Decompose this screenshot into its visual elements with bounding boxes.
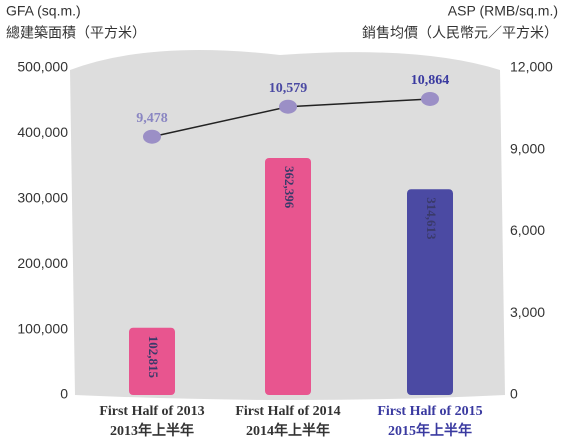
category-label: First Half of 2014 xyxy=(235,404,340,419)
y-tick-label: 300,000 xyxy=(17,190,68,206)
y-tick-label: 400,000 xyxy=(17,124,68,140)
y-tick-label: 100,000 xyxy=(17,320,68,336)
y2-axis-label-cn: 銷售均價（人民幣元／平方米） xyxy=(362,25,558,41)
category-label-cn: 2015年上半年 xyxy=(388,422,472,439)
line-marker xyxy=(421,91,439,106)
y-axis-label: GFA (sq.m.) xyxy=(6,3,81,19)
bar xyxy=(407,189,453,395)
line-marker xyxy=(143,129,161,144)
category-label-cn: 2013年上半年 xyxy=(110,422,194,439)
y2-tick-label: 9,000 xyxy=(510,140,545,156)
line-marker xyxy=(279,99,297,114)
line-value-label: 10,579 xyxy=(269,81,308,96)
bar xyxy=(265,157,311,395)
y2-tick-label: 0 xyxy=(510,386,518,402)
y-tick-label: 200,000 xyxy=(17,255,68,271)
line-value-label: 10,864 xyxy=(411,73,450,88)
y2-tick-label: 3,000 xyxy=(510,304,545,320)
bar-value-label: 362,396 xyxy=(282,166,297,209)
y2-axis-label: ASP (RMB/sq.m.) xyxy=(448,3,558,19)
y2-tick-label: 6,000 xyxy=(510,222,545,238)
bar xyxy=(129,327,175,395)
y-tick-label: 0 xyxy=(60,386,68,402)
y2-tick-label: 12,000 xyxy=(510,59,553,75)
category-label: First Half of 2013 xyxy=(99,404,204,419)
line-value-label: 9,478 xyxy=(136,111,168,126)
bar-value-label: 102,815 xyxy=(146,336,161,379)
category-label-cn: 2014年上半年 xyxy=(246,422,330,439)
y-axis-label-cn: 總建築面積（平方米） xyxy=(6,25,146,41)
category-label: First Half of 2015 xyxy=(377,404,482,419)
y-tick-label: 500,000 xyxy=(17,59,68,75)
bar-value-label: 314,613 xyxy=(424,197,439,240)
